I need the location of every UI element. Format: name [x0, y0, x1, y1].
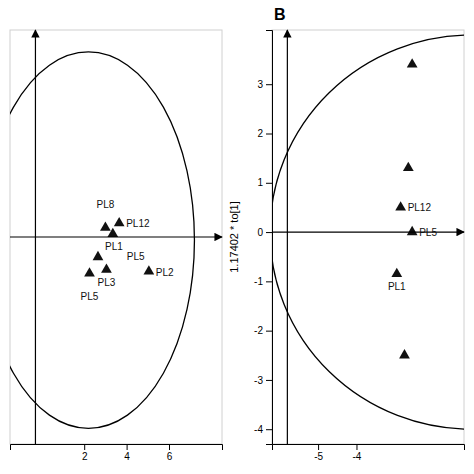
point-label: PL1: [388, 281, 406, 292]
x-tick-mark: [318, 444, 319, 450]
y-axis-line: [266, 31, 273, 445]
panel-label: B: [274, 6, 286, 23]
x-tick-mark: [127, 444, 128, 450]
y-tick-mark: [266, 134, 272, 135]
point: [399, 349, 410, 358]
y-tick-label: -1: [254, 276, 263, 287]
point-label: PL12: [408, 202, 432, 213]
point-labels: PL8 PL12 PL5 PL1 PL3 PL5 PL2: [81, 199, 174, 303]
y-axis-label: 1.17402 * to[1]: [228, 201, 240, 273]
y-axis: -4 -3 -2 -1 0 1 2 3: [254, 31, 272, 445]
y-tick-mark: [266, 84, 272, 85]
point: [143, 265, 154, 274]
point: [407, 58, 418, 67]
reference-line-vertical: [35, 30, 36, 444]
x-tick-mark: [84, 444, 85, 450]
point-label: PL3: [98, 277, 116, 288]
point: [107, 228, 118, 237]
ellipse: [272, 35, 464, 429]
point: [114, 217, 125, 226]
x-axis: 2 4 6: [11, 444, 223, 462]
y-tick: -2: [254, 325, 272, 336]
y-tick-label: -4: [254, 424, 263, 435]
y-tick-mark: [266, 183, 272, 184]
y-tick-mark: [266, 380, 272, 381]
x-tick: -5: [314, 444, 323, 462]
point: [395, 201, 406, 210]
y-tick: 1: [257, 177, 272, 188]
point: [407, 226, 418, 235]
point-label: PL1: [105, 241, 123, 252]
point-label: PL12: [126, 218, 150, 229]
x-tick-mark: [356, 444, 357, 450]
y-tick: -4: [254, 424, 272, 435]
x-tick-label: -5: [314, 451, 323, 462]
x-tick: -4: [353, 444, 362, 462]
x-axis: -5 -4: [273, 444, 465, 462]
x-axis-line: [11, 445, 223, 451]
point-labels: PL12 PL5 PL1: [388, 202, 437, 292]
y-tick-label: -3: [254, 375, 263, 386]
y-tick: -1: [254, 276, 272, 287]
y-tick: 2: [257, 128, 272, 139]
x-tick: 2: [82, 444, 88, 462]
x-axis-line: [273, 445, 465, 451]
y-tick-mark: [266, 232, 272, 233]
y-tick-mark: [266, 281, 272, 282]
point-label: PL5: [419, 227, 437, 238]
y-tick: 0: [257, 227, 272, 238]
chart: 246PL8PL12PL5PL1PL3PL5PL2-5-4-4-3-2-1012…: [0, 0, 474, 474]
y-tick-mark: [266, 331, 272, 332]
y-tick-label: 2: [257, 128, 263, 139]
point-label: PL5: [127, 251, 145, 262]
plot-area: [10, 52, 194, 428]
plot-frame: [272, 30, 464, 444]
x-tick-label: 2: [82, 451, 88, 462]
x-tick-label: 4: [124, 451, 130, 462]
point-label: PL8: [97, 199, 115, 210]
panel: 2 4 6 PL8 PL12 PL5 PL1 PL3 PL5 PL2: [0, 30, 223, 462]
point: [403, 162, 414, 171]
x-tick: 4: [124, 444, 130, 462]
reference-line-vertical: [287, 30, 288, 444]
y-tick: 3: [257, 79, 272, 90]
x-tick-label: -4: [353, 451, 362, 462]
x-tick-label: 6: [167, 451, 173, 462]
y-tick-label: 3: [257, 79, 263, 90]
point-label: PL2: [156, 267, 174, 278]
point: [101, 263, 112, 272]
point: [391, 268, 402, 277]
reference-line-horizontal: [10, 236, 222, 237]
point: [84, 267, 95, 276]
y-tick-mark: [266, 429, 272, 430]
y-tick: -3: [254, 375, 272, 386]
plot-frame: [10, 30, 222, 444]
y-tick-label: -2: [254, 325, 263, 336]
x-tick: 6: [167, 444, 173, 462]
x-tick-mark: [169, 444, 170, 450]
point: [100, 221, 111, 230]
plot-area: [272, 35, 464, 429]
panel: -5-4-4-3-2-101231.17402 * to[1]BPL12PL5P…: [228, 6, 474, 462]
ellipse: [10, 52, 194, 428]
point-label: PL5: [81, 291, 99, 302]
point: [93, 251, 104, 260]
y-tick-label: 0: [257, 227, 263, 238]
y-tick-label: 1: [257, 177, 263, 188]
